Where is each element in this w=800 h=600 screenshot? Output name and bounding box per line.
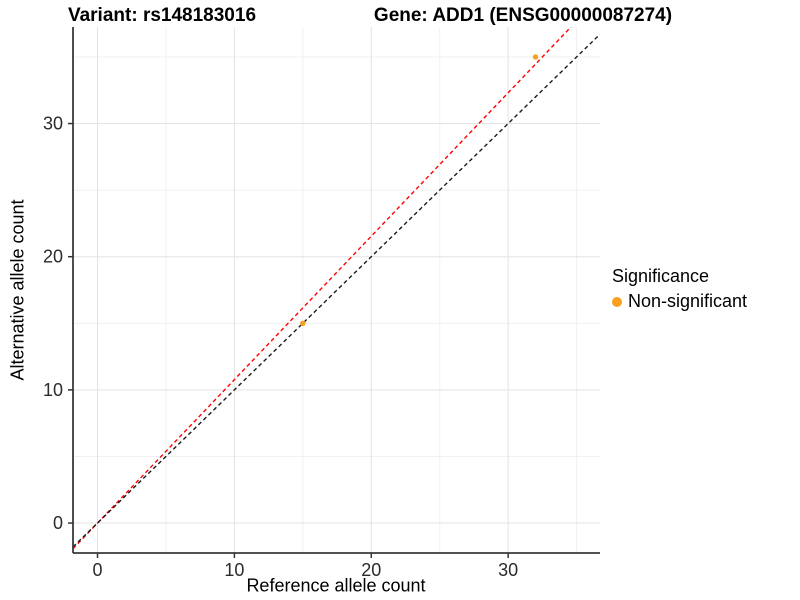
fit-line — [73, 27, 572, 550]
x-axis-title: Reference allele count — [246, 575, 426, 596]
y-tick-label: 10 — [43, 380, 63, 400]
y-axis-title: Alternative allele count — [7, 199, 28, 381]
identity-line — [73, 33, 600, 548]
lines-layer — [73, 27, 600, 550]
y-tick-label: 0 — [53, 513, 63, 533]
legend-point-icon — [612, 296, 622, 307]
data-point — [300, 320, 306, 326]
y-tick-label: 30 — [43, 114, 63, 134]
x-tick-label: 0 — [92, 560, 102, 580]
x-tick-label: 10 — [224, 560, 244, 580]
plot-title-variant: Variant: rs148183016 — [67, 5, 257, 26]
x-tick-label: 20 — [361, 560, 381, 580]
legend-item-non-significant: Non-significant — [612, 291, 747, 312]
plot-title-gene: Gene: ADD1 (ENSG00000087274) — [373, 5, 673, 26]
data-point — [532, 54, 539, 60]
legend-title: Significance — [612, 266, 710, 286]
y-tick-label: 20 — [43, 247, 63, 267]
legend-item-label: Non-significant — [628, 291, 748, 311]
x-tick-label: 30 — [498, 560, 518, 580]
legend: Significance Non-significant — [612, 266, 747, 312]
